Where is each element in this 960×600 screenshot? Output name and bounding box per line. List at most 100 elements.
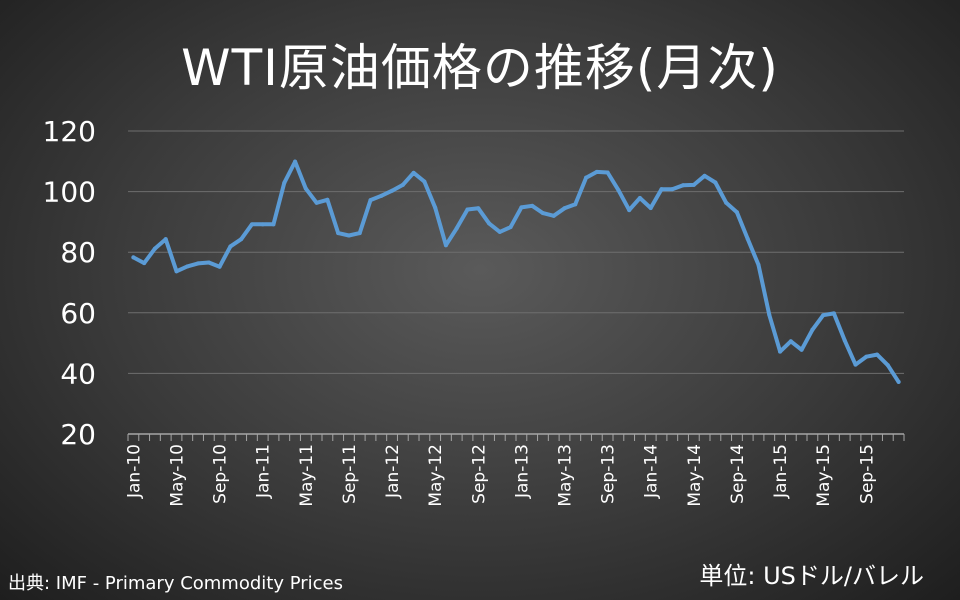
y-tick-label: 20 [60,418,96,451]
x-tick-label: Sep-15 [857,444,877,504]
data-point [357,231,362,236]
series-layer [131,159,901,384]
data-point [842,338,847,343]
x-tick-label: May-15 [814,444,834,507]
gridlines [128,130,904,374]
data-point [788,339,793,344]
data-point [249,222,254,227]
data-point [648,205,653,210]
data-point [551,213,556,218]
data-point [573,202,578,207]
data-point [422,179,427,184]
data-point [670,187,675,192]
data-point [637,195,642,200]
data-point [594,169,599,174]
data-point [390,188,395,193]
data-point [368,198,373,203]
x-tick-label: May-11 [297,444,317,507]
x-tick-label: Jan-13 [512,444,532,499]
data-point [659,187,664,192]
data-point [476,206,481,211]
data-point [691,182,696,187]
x-axis-ticks: Jan-10 May-10 Sep-10 Jan-11 May-11 Sep-11 Jan-… [124,434,905,507]
data-point [497,229,502,234]
data-point [196,261,201,266]
data-point [831,311,836,316]
data-point [778,349,783,354]
data-point [616,188,621,193]
data-point [131,255,136,260]
data-point [303,186,308,191]
data-point [411,170,416,175]
data-point [206,260,211,265]
data-point [756,262,761,267]
data-point [875,352,880,357]
y-tick-label: 80 [60,236,96,269]
data-point [465,207,470,212]
data-point [314,200,319,205]
x-tick-label: Jan-10 [124,444,144,499]
source-note: 出典: IMF - Primary Commodity Prices [8,573,344,594]
x-tick-label: Sep-11 [340,444,360,504]
y-axis-ticks: 20 40 60 80 100 120 [43,115,96,451]
data-point [346,233,351,238]
x-tick-label: Sep-14 [728,444,748,504]
data-point [400,182,405,187]
data-point [810,327,815,332]
data-point [325,197,330,202]
data-point [821,313,826,318]
y-tick-label: 100 [43,176,96,209]
data-point [239,237,244,242]
x-tick-label: Sep-13 [599,444,619,504]
data-point [702,173,707,178]
x-tick-label: Jan-11 [254,444,274,499]
data-point [379,193,384,198]
x-tick-label: May-10 [168,444,188,507]
series-line-0 [131,159,901,384]
data-point [174,269,179,274]
x-tick-label: May-13 [556,444,576,507]
data-point [217,264,222,269]
data-point [584,175,589,180]
data-point [142,261,147,266]
data-point [627,208,632,213]
x-tick-label: May-12 [426,444,446,507]
data-point [885,363,890,368]
unit-label: 単位: USドル/バレル [699,562,924,590]
x-tick-label: Sep-10 [211,444,231,504]
data-point [734,210,739,215]
data-point [540,211,545,216]
data-point [864,354,869,359]
data-point [767,312,772,317]
data-point [443,243,448,248]
data-point [185,264,190,269]
data-point [152,246,157,251]
data-point [260,222,265,227]
data-point [562,206,567,211]
data-point [519,205,524,210]
y-tick-label: 60 [60,297,96,330]
data-point [724,200,729,205]
data-point [336,231,341,236]
x-tick-label: Jan-15 [771,444,791,499]
data-point [745,236,750,241]
data-point [853,362,858,367]
data-point [487,221,492,226]
data-point [163,237,168,242]
data-point [605,170,610,175]
data-point [681,183,686,188]
x-tick-label: Jan-14 [642,444,662,499]
data-point [896,379,901,384]
chart-title: WTI原油価格の推移(月次) [181,39,779,97]
data-point [271,222,276,227]
y-tick-label: 40 [60,357,96,390]
data-point [433,205,438,210]
data-point [282,180,287,185]
x-tick-label: May-14 [685,444,705,507]
data-point [713,180,718,185]
y-tick-label: 120 [43,115,96,148]
data-point [530,203,535,208]
x-tick-label: Sep-12 [469,444,489,504]
data-point [508,225,513,230]
